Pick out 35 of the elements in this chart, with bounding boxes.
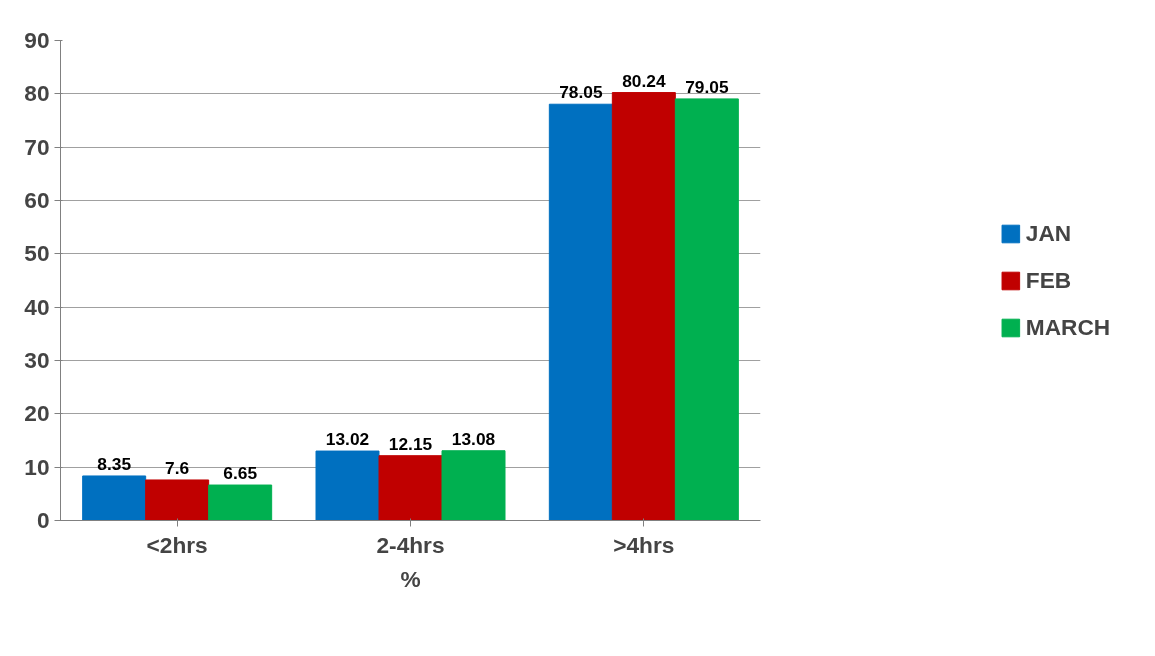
legend-label: JAN <box>1025 219 1072 247</box>
bar <box>208 484 273 521</box>
y-tick-label: 60 <box>24 187 50 213</box>
x-tick-label: 2-4hrs <box>376 531 445 558</box>
y-tick-label: 80 <box>24 80 50 107</box>
bar <box>611 92 676 521</box>
data-label: 80.24 <box>622 70 666 91</box>
y-tick-label: 10 <box>24 453 50 480</box>
y-tick-label: 90 <box>24 27 50 53</box>
data-label: 8.35 <box>97 453 132 474</box>
bar <box>441 450 506 521</box>
data-label: 13.02 <box>325 429 370 450</box>
data-label: 78.05 <box>559 82 603 103</box>
x-axis-title: % <box>400 565 421 592</box>
legend-label: FEB <box>1025 266 1072 294</box>
x-tick-label: <2hrs <box>146 531 208 558</box>
data-label: 79.05 <box>685 76 729 97</box>
data-label: 6.65 <box>223 463 258 484</box>
bar <box>548 103 613 521</box>
bar <box>674 98 739 521</box>
legend-label: MARCH <box>1025 313 1111 341</box>
y-tick-label: 50 <box>24 240 50 267</box>
bar <box>145 479 210 521</box>
bar <box>378 455 443 521</box>
x-tick-label: >4hrs <box>613 531 675 558</box>
y-tick-label: 40 <box>24 293 50 320</box>
y-tick-label: 70 <box>24 133 50 160</box>
data-label: 13.08 <box>451 428 496 449</box>
bar <box>82 475 147 521</box>
data-label: 7.6 <box>165 457 190 478</box>
bar <box>315 450 380 521</box>
y-tick-label: 0 <box>36 507 50 533</box>
y-tick-label: 20 <box>24 400 50 427</box>
data-label: 12.15 <box>388 433 433 454</box>
y-tick-label: 30 <box>24 347 50 373</box>
